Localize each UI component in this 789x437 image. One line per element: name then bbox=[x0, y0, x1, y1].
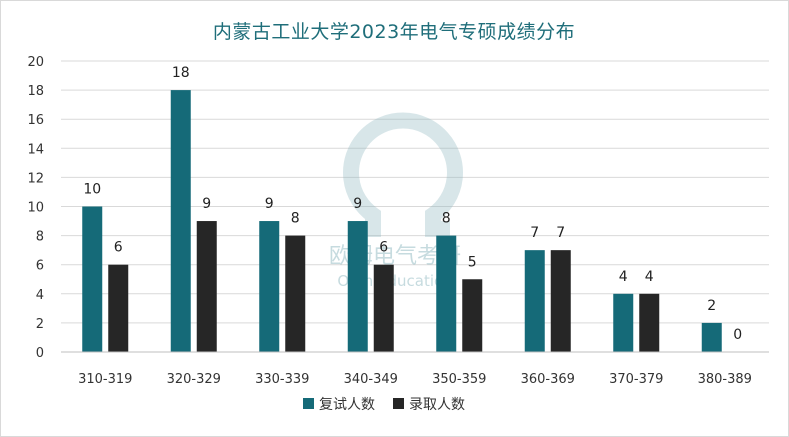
y-tick-label: 12 bbox=[27, 171, 44, 186]
bar-retest bbox=[347, 221, 368, 352]
y-tick-label: 10 bbox=[27, 201, 44, 216]
omega-logo-icon bbox=[343, 112, 463, 237]
data-labels: 10 6 18 9 9 8 9 6 8 5 7 7 4 4 2 0 bbox=[83, 65, 742, 343]
data-label: 9 bbox=[353, 196, 362, 212]
data-label: 6 bbox=[379, 240, 388, 256]
data-label: 7 bbox=[530, 225, 539, 241]
data-label: 18 bbox=[172, 65, 190, 81]
data-label: 4 bbox=[645, 269, 654, 285]
x-tick-label: 320-329 bbox=[167, 372, 221, 387]
data-label: 8 bbox=[291, 211, 300, 227]
bar-retest bbox=[524, 250, 545, 352]
data-label: 9 bbox=[265, 196, 274, 212]
data-label: 9 bbox=[202, 196, 211, 212]
x-tick-label: 310-319 bbox=[78, 372, 132, 387]
x-tick-label: 370-379 bbox=[609, 372, 663, 387]
y-tick-label: 16 bbox=[27, 113, 44, 128]
bar-admitted bbox=[285, 235, 306, 352]
bar-retest bbox=[259, 221, 280, 352]
bar-retest bbox=[701, 322, 722, 352]
legend-swatch bbox=[303, 398, 314, 409]
bars bbox=[82, 90, 722, 352]
y-tick-label: 20 bbox=[27, 55, 44, 70]
bar-admitted bbox=[108, 264, 129, 352]
y-tick-label: 6 bbox=[36, 259, 44, 274]
legend-label: 录取人数 bbox=[409, 397, 465, 413]
y-tick-label: 14 bbox=[27, 142, 44, 157]
bar-retest bbox=[170, 90, 191, 352]
x-tick-label: 350-359 bbox=[432, 372, 486, 387]
bar-admitted bbox=[639, 293, 660, 352]
y-tick-label: 2 bbox=[36, 317, 44, 332]
bar-admitted bbox=[196, 221, 217, 352]
y-tick-label: 18 bbox=[27, 84, 44, 99]
bar-retest bbox=[613, 293, 634, 352]
data-label: 4 bbox=[619, 269, 628, 285]
x-tick-label: 380-389 bbox=[698, 372, 752, 387]
x-axis: 310-319 320-329 330-339 340-349 350-359 360-3… bbox=[61, 351, 769, 387]
x-tick-label: 330-339 bbox=[255, 372, 309, 387]
bar-admitted bbox=[550, 250, 571, 352]
legend-label: 复试人数 bbox=[319, 396, 375, 413]
y-tick-label: 0 bbox=[36, 346, 44, 361]
y-axis: 0 2 4 6 8 10 12 14 16 18 20 bbox=[27, 55, 44, 361]
data-label: 5 bbox=[468, 254, 477, 270]
bar-retest bbox=[82, 206, 103, 352]
data-label: 8 bbox=[442, 211, 451, 227]
data-label: 7 bbox=[556, 225, 565, 241]
y-tick-label: 4 bbox=[36, 288, 44, 303]
legend: 复试人数 录取人数 bbox=[303, 396, 465, 413]
chart-title: 内蒙古工业大学2023年电气专硕成绩分布 bbox=[213, 21, 575, 43]
data-label: 10 bbox=[83, 182, 101, 198]
x-tick-label: 340-349 bbox=[344, 372, 398, 387]
x-tick-label: 360-369 bbox=[521, 372, 575, 387]
data-label: 0 bbox=[733, 327, 742, 343]
legend-swatch bbox=[393, 398, 404, 409]
bar-admitted bbox=[462, 279, 483, 352]
bar-admitted bbox=[373, 264, 394, 352]
data-label: 6 bbox=[114, 240, 123, 256]
y-tick-label: 8 bbox=[36, 230, 44, 245]
data-label: 2 bbox=[707, 298, 716, 314]
bar-retest bbox=[436, 235, 457, 352]
